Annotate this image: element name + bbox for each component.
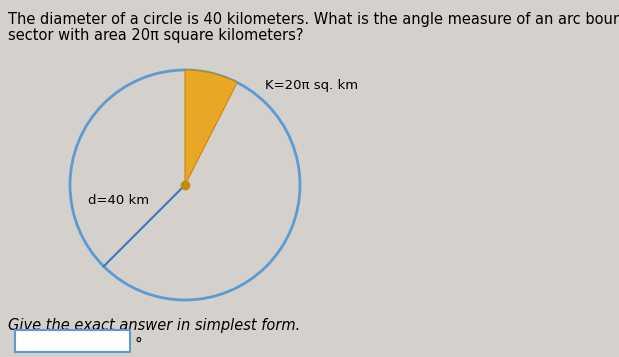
Text: °: °	[135, 337, 143, 352]
FancyBboxPatch shape	[15, 330, 130, 352]
Text: sector with area 20π square kilometers?: sector with area 20π square kilometers?	[8, 28, 303, 43]
Wedge shape	[185, 70, 237, 185]
Text: The diameter of a circle is 40 kilometers. What is the angle measure of an arc b: The diameter of a circle is 40 kilometer…	[8, 12, 619, 27]
Text: Give the exact answer in simplest form.: Give the exact answer in simplest form.	[8, 318, 300, 333]
Text: d=40 km: d=40 km	[88, 193, 149, 206]
Text: K=20π sq. km: K=20π sq. km	[265, 79, 358, 91]
